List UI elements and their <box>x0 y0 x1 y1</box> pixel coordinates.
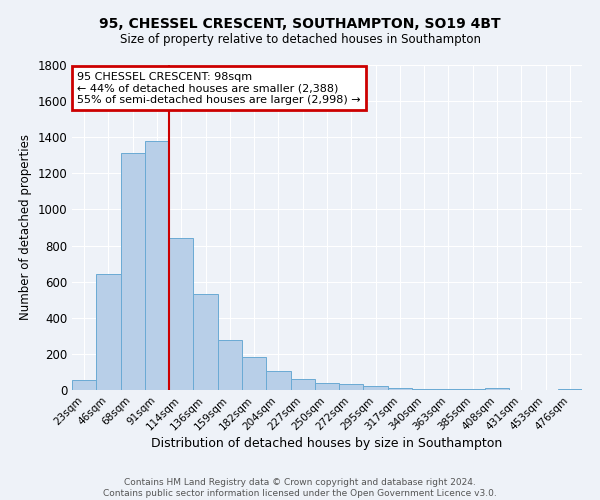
Bar <box>218 340 242 390</box>
Bar <box>145 141 169 390</box>
Bar <box>558 388 582 390</box>
X-axis label: Distribution of detached houses by size in Southampton: Distribution of detached houses by size … <box>151 438 503 450</box>
Bar <box>96 274 121 390</box>
Bar <box>364 386 388 390</box>
Text: Contains HM Land Registry data © Crown copyright and database right 2024.
Contai: Contains HM Land Registry data © Crown c… <box>103 478 497 498</box>
Bar <box>193 294 218 390</box>
Bar <box>290 379 315 390</box>
Bar <box>485 388 509 390</box>
Bar <box>266 371 290 390</box>
Text: 95 CHESSEL CRESCENT: 98sqm
← 44% of detached houses are smaller (2,388)
55% of s: 95 CHESSEL CRESCENT: 98sqm ← 44% of deta… <box>77 72 361 104</box>
Bar <box>436 388 461 390</box>
Bar <box>315 384 339 390</box>
Bar <box>121 154 145 390</box>
Bar <box>339 384 364 390</box>
Text: 95, CHESSEL CRESCENT, SOUTHAMPTON, SO19 4BT: 95, CHESSEL CRESCENT, SOUTHAMPTON, SO19 … <box>99 18 501 32</box>
Text: Size of property relative to detached houses in Southampton: Size of property relative to detached ho… <box>119 32 481 46</box>
Bar <box>412 389 436 390</box>
Bar <box>242 356 266 390</box>
Bar <box>388 388 412 390</box>
Bar <box>72 380 96 390</box>
Bar <box>169 238 193 390</box>
Y-axis label: Number of detached properties: Number of detached properties <box>19 134 32 320</box>
